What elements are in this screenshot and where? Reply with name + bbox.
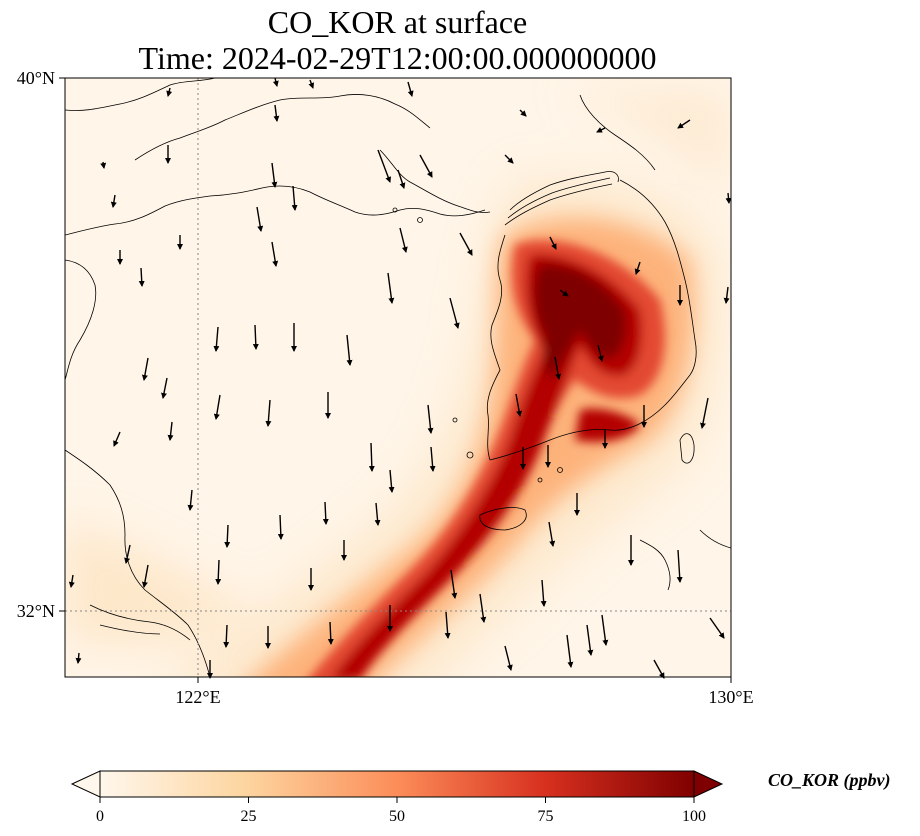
wind-arrow <box>141 357 149 381</box>
wind-arrow <box>709 617 725 639</box>
colorbar-tick-75: 75 <box>538 808 554 825</box>
wind-arrow <box>161 377 168 399</box>
wind-vectors <box>68 77 732 679</box>
colorbar-title: CO_KOR (ppbv) <box>768 770 891 790</box>
wind-arrow <box>377 149 392 183</box>
wind-arrow <box>374 502 381 526</box>
wind-arrow <box>273 104 280 122</box>
wind-arrow <box>700 397 709 429</box>
gridlines <box>65 78 731 677</box>
wind-arrow <box>459 232 473 256</box>
wind-arrow <box>419 154 433 178</box>
wind-arrow <box>586 624 594 656</box>
wind-arrow <box>601 614 609 646</box>
lon-tick-label-122: 122°E <box>175 687 220 707</box>
wind-arrow <box>449 297 460 329</box>
wind-arrow <box>519 109 527 117</box>
wind-arrow <box>138 267 145 287</box>
co-concentration-field <box>65 90 731 677</box>
wind-arrow <box>634 261 641 275</box>
wind-arrow <box>187 489 194 511</box>
lat-tick-label-32: 32°N <box>17 601 55 621</box>
wind-arrow <box>427 404 434 434</box>
wind-arrow <box>368 442 375 472</box>
wind-arrow <box>515 393 523 417</box>
wind-arrow <box>213 394 221 420</box>
wind-arrow <box>504 154 514 164</box>
wind-arrow <box>256 206 264 232</box>
wind-arrow <box>113 431 121 447</box>
wind-arrow <box>277 514 284 540</box>
wind-arrow <box>388 469 395 493</box>
wind-arrow <box>291 185 298 211</box>
lon-tick-label-130: 130°E <box>708 687 753 707</box>
wind-arrow <box>559 289 569 297</box>
wind-arrow <box>100 161 107 169</box>
wind-arrow <box>504 645 513 671</box>
wind-arrow <box>346 334 353 366</box>
wind-arrow <box>327 621 334 645</box>
wind-arrow <box>124 544 131 564</box>
wind-arrow <box>167 421 174 441</box>
wind-arrow <box>725 192 732 204</box>
wind-arrow <box>224 524 231 548</box>
wind-arrow <box>549 236 557 250</box>
wind-arrow <box>397 169 406 189</box>
wind-arrow <box>166 87 173 97</box>
wind-arrow <box>450 569 458 599</box>
wind-arrow <box>265 399 272 427</box>
colorbar-tick-100: 100 <box>682 808 706 825</box>
coastlines <box>65 78 731 677</box>
colorbar: 0 25 50 75 100 <box>70 770 724 825</box>
wind-arrow <box>271 241 279 267</box>
wind-arrow <box>272 77 279 87</box>
wind-arrow <box>399 227 408 253</box>
wind-arrow <box>252 324 259 350</box>
wind-arrow <box>407 81 414 97</box>
wind-arrow <box>554 356 562 380</box>
wind-arrow <box>597 344 604 362</box>
wind-arrow <box>75 652 82 664</box>
wind-arrow <box>548 521 556 547</box>
wind-arrow <box>322 501 329 525</box>
wind-arrow <box>676 549 683 583</box>
wind-arrow <box>68 574 75 588</box>
map-time-subtitle: Time: 2024-02-29T12:00:00.000000000 <box>138 40 657 76</box>
map-title: CO_KOR at surface <box>267 4 528 40</box>
colorbar-gradient <box>100 771 694 797</box>
wind-arrow <box>677 119 691 129</box>
wind-arrow <box>215 559 222 585</box>
colorbar-tick-0: 0 <box>96 808 104 825</box>
axis-ticks <box>59 77 732 683</box>
wind-arrow <box>308 79 315 89</box>
wind-arrow <box>444 611 451 639</box>
colorbar-tick-25: 25 <box>241 808 257 825</box>
lat-tick-label-40: 40°N <box>17 68 55 88</box>
colorbar-extend-min <box>70 770 101 798</box>
wind-arrow <box>653 659 665 679</box>
wind-arrow <box>141 564 149 588</box>
wind-arrow <box>429 446 436 472</box>
wind-arrow <box>110 194 117 208</box>
colorbar-extend-max <box>693 770 724 798</box>
wind-arrow <box>213 326 220 352</box>
wind-arrow <box>596 127 606 133</box>
wind-arrow <box>479 593 487 623</box>
wind-arrow <box>271 162 278 188</box>
wind-arrow <box>723 286 730 304</box>
wind-arrow <box>387 272 395 304</box>
wind-arrow <box>223 624 230 648</box>
wind-arrow <box>540 579 547 607</box>
colorbar-tick-50: 50 <box>389 808 405 825</box>
wind-arrow <box>566 634 574 668</box>
map-frame <box>64 77 732 678</box>
